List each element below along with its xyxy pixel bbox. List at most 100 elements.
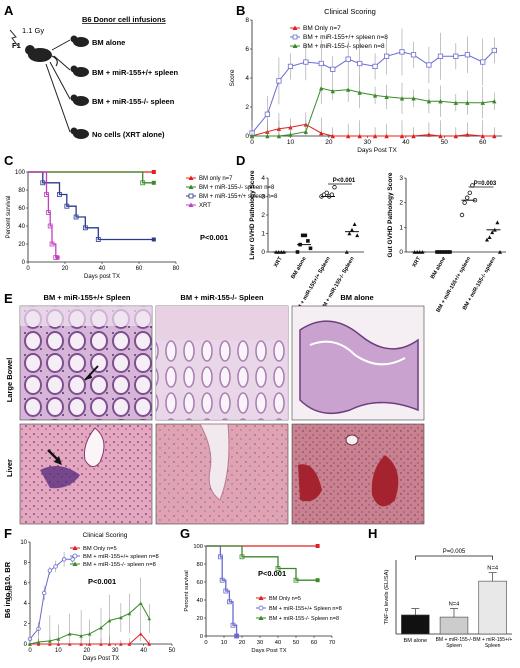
bar	[439, 616, 469, 635]
data-point	[329, 192, 335, 197]
category-label: BM + miR-155+/+	[473, 637, 512, 643]
legend-marker	[72, 553, 78, 559]
data-point	[480, 59, 486, 65]
data-point	[426, 99, 432, 104]
legend-marker	[188, 193, 194, 199]
y-tick-label: 0	[261, 249, 265, 256]
censor-mark	[47, 223, 53, 229]
data-point	[438, 133, 443, 139]
x-tick-label: 30	[257, 640, 263, 646]
panel-e-col-1: BM + miR-155+/+ Spleen	[44, 293, 131, 302]
data-point	[357, 133, 362, 139]
bar-annotation: N=4	[449, 602, 461, 608]
lightning-icon	[9, 29, 19, 47]
y-tick-label: 60	[197, 580, 203, 586]
data-point	[459, 212, 465, 218]
data-point	[426, 132, 432, 137]
y-tick-label: 1	[261, 231, 265, 238]
data-point	[48, 639, 52, 643]
data-point	[465, 100, 470, 105]
legend-marker	[292, 34, 298, 40]
data-point	[350, 227, 354, 232]
legend-marker	[72, 561, 78, 566]
y-tick-label: 40	[197, 598, 203, 604]
data-point	[357, 60, 363, 67]
end-mark	[315, 578, 320, 583]
data-point	[330, 88, 335, 94]
category-label: BM alone	[404, 638, 428, 644]
data-point	[319, 130, 324, 136]
data-point	[147, 642, 152, 646]
data-point	[384, 53, 390, 59]
x-tick-label: 10	[55, 648, 62, 654]
legend-marker	[72, 545, 78, 550]
censor-mark	[217, 554, 223, 560]
x-tick-label: 30	[364, 139, 372, 146]
data-point	[332, 185, 337, 190]
x-tick-label: 70	[329, 640, 335, 646]
end-mark	[55, 255, 60, 260]
data-point	[47, 568, 53, 573]
data-point	[399, 96, 405, 101]
censor-mark	[82, 225, 88, 231]
series-line	[251, 50, 495, 134]
panel-e-col-2: BM + miR-155-/- Spleen	[180, 293, 264, 302]
data-point	[295, 250, 300, 254]
y-tick-label: 6	[245, 46, 249, 53]
data-point	[462, 200, 467, 205]
y-axis-label: Score	[229, 69, 236, 86]
x-tick-label: 0	[204, 640, 207, 646]
y-axis-label: Gut GVHD Pathology Score	[387, 172, 394, 257]
data-point	[276, 133, 282, 139]
x-tick-label: 20	[83, 648, 90, 654]
x-tick-label: 20	[62, 266, 69, 272]
y-tick-label: 6	[24, 581, 28, 587]
category-label: BM alone	[430, 256, 447, 280]
censor-mark	[226, 599, 232, 605]
y-tick-label: 40	[18, 224, 25, 230]
data-point	[127, 642, 132, 646]
censor-mark	[64, 203, 70, 209]
data-point	[318, 60, 324, 67]
legend-label: BM + miR-155+/+ spleen n=8	[303, 34, 388, 41]
y-tick-label: 3	[399, 175, 403, 182]
data-point	[355, 233, 360, 238]
end-mark	[151, 180, 156, 185]
panel-g: G 0 10 20 30 40 50 60 70 0 20 40 60 80 100 Days Post T…	[180, 526, 342, 654]
data-point	[107, 618, 112, 623]
panel-h-plot: TNF-α levels (ELISA) BM alone N=4 BM + miR-…	[384, 549, 512, 649]
legend-label: BM + miR-155+/+ spleen n=8	[199, 194, 278, 200]
panel-b-letter: B	[236, 3, 245, 18]
y-axis-label: Liver GVHD Pathology Score	[249, 170, 256, 260]
data-point	[303, 59, 309, 65]
censor-mark	[239, 554, 245, 560]
panel-a-dose: 1.1 Gy	[22, 26, 44, 35]
x-tick-label: 0	[26, 266, 30, 272]
data-point	[345, 87, 351, 92]
mouse-icon-host	[25, 45, 58, 67]
data-point	[330, 133, 335, 139]
panel-a-arm-mice	[70, 35, 89, 139]
significance-label: P=0.003	[474, 181, 497, 187]
y-tick-label: 2	[261, 212, 265, 219]
x-tick-label: 50	[293, 640, 299, 646]
data-point	[265, 133, 270, 139]
x-tick-label: 60	[479, 139, 487, 146]
data-point	[352, 222, 357, 227]
histology-large-bowel-ko	[155, 305, 289, 421]
data-point	[438, 99, 443, 104]
censor-mark	[44, 192, 49, 197]
panel-b: B Clinical Scoring 0 10 20 30 40 50 60 0 2 4 6 8 Day…	[229, 3, 502, 154]
data-point	[303, 129, 309, 134]
data-point	[249, 133, 255, 139]
legend-marker	[188, 175, 194, 180]
panel-h: H TNF-α levels (ELISA) BM alone N=4 BM + mi…	[368, 526, 512, 649]
panel-d-letter: D	[236, 153, 245, 168]
data-point	[411, 96, 416, 101]
panel-f-pvalue: P<0.001	[88, 577, 116, 586]
data-point	[437, 53, 444, 59]
legend-label: BM + miR-155+/+ Spleen n=8	[269, 606, 342, 612]
data-point	[384, 94, 389, 100]
panel-e: E BM + miR-155+/+ Spleen BM + miR-155-/-…	[4, 291, 425, 525]
x-tick-label: 10	[287, 139, 295, 146]
